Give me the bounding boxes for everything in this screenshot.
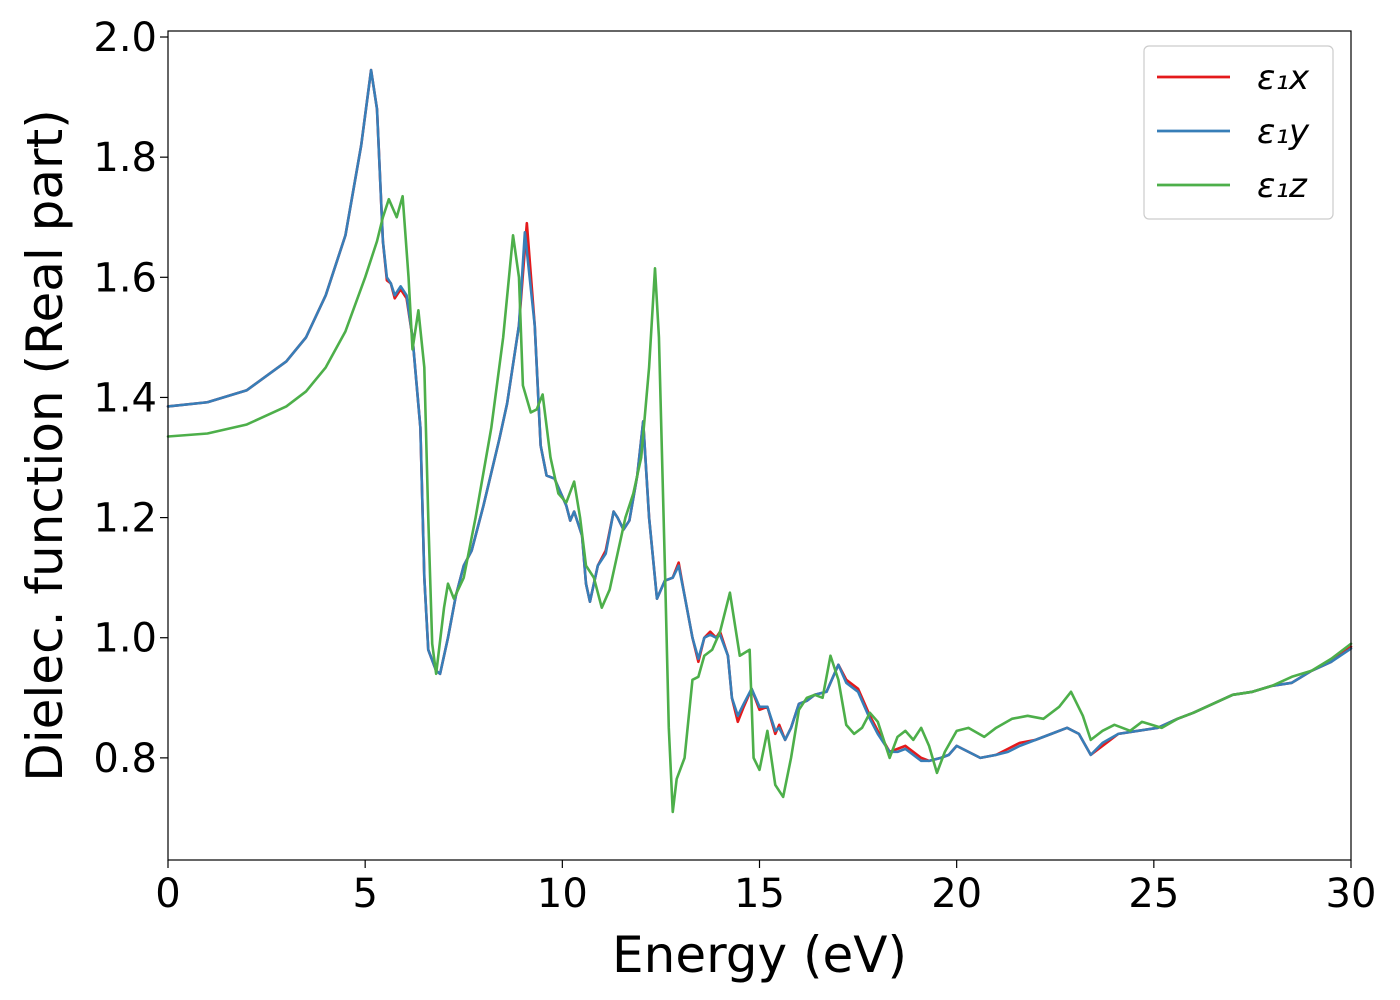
- y-tick-label: 1.2: [93, 496, 157, 542]
- x-tick-label: 10: [537, 871, 588, 917]
- plot-area: [166, 68, 1353, 814]
- x-tick-label: 25: [1128, 871, 1179, 917]
- series-line-e1y: [166, 68, 1353, 763]
- y-tick-label: 2.0: [93, 15, 157, 61]
- y-tick-label: 1.6: [93, 255, 157, 301]
- legend-label: ε₁z: [1257, 166, 1308, 206]
- x-tick-label: 5: [352, 871, 377, 917]
- x-axis-ticks: 0 5 10 15 20 25 30: [155, 860, 1376, 917]
- x-tick-label: 30: [1326, 871, 1377, 917]
- legend-box: [1143, 45, 1334, 220]
- legend: ε₁x ε₁y ε₁z: [1143, 45, 1334, 220]
- y-tick-label: 1.0: [93, 616, 157, 662]
- x-tick-label: 15: [734, 871, 785, 917]
- y-tick-label: 0.8: [93, 736, 157, 782]
- series-line-e1z: [166, 194, 1353, 814]
- y-axis-label: Dielec. function (Real part): [16, 109, 74, 781]
- y-tick-label: 1.8: [93, 135, 157, 181]
- y-axis-ticks: 0.8 1.0 1.2 1.4 1.6 1.8 2.0: [93, 15, 168, 782]
- y-tick-label: 1.4: [93, 375, 157, 421]
- legend-label: ε₁x: [1257, 58, 1310, 98]
- x-axis-label: Energy (eV): [612, 926, 907, 984]
- legend-label: ε₁y: [1257, 112, 1310, 152]
- x-tick-label: 20: [931, 871, 982, 917]
- plot-frame: [167, 30, 1352, 861]
- x-tick-label: 0: [155, 871, 180, 917]
